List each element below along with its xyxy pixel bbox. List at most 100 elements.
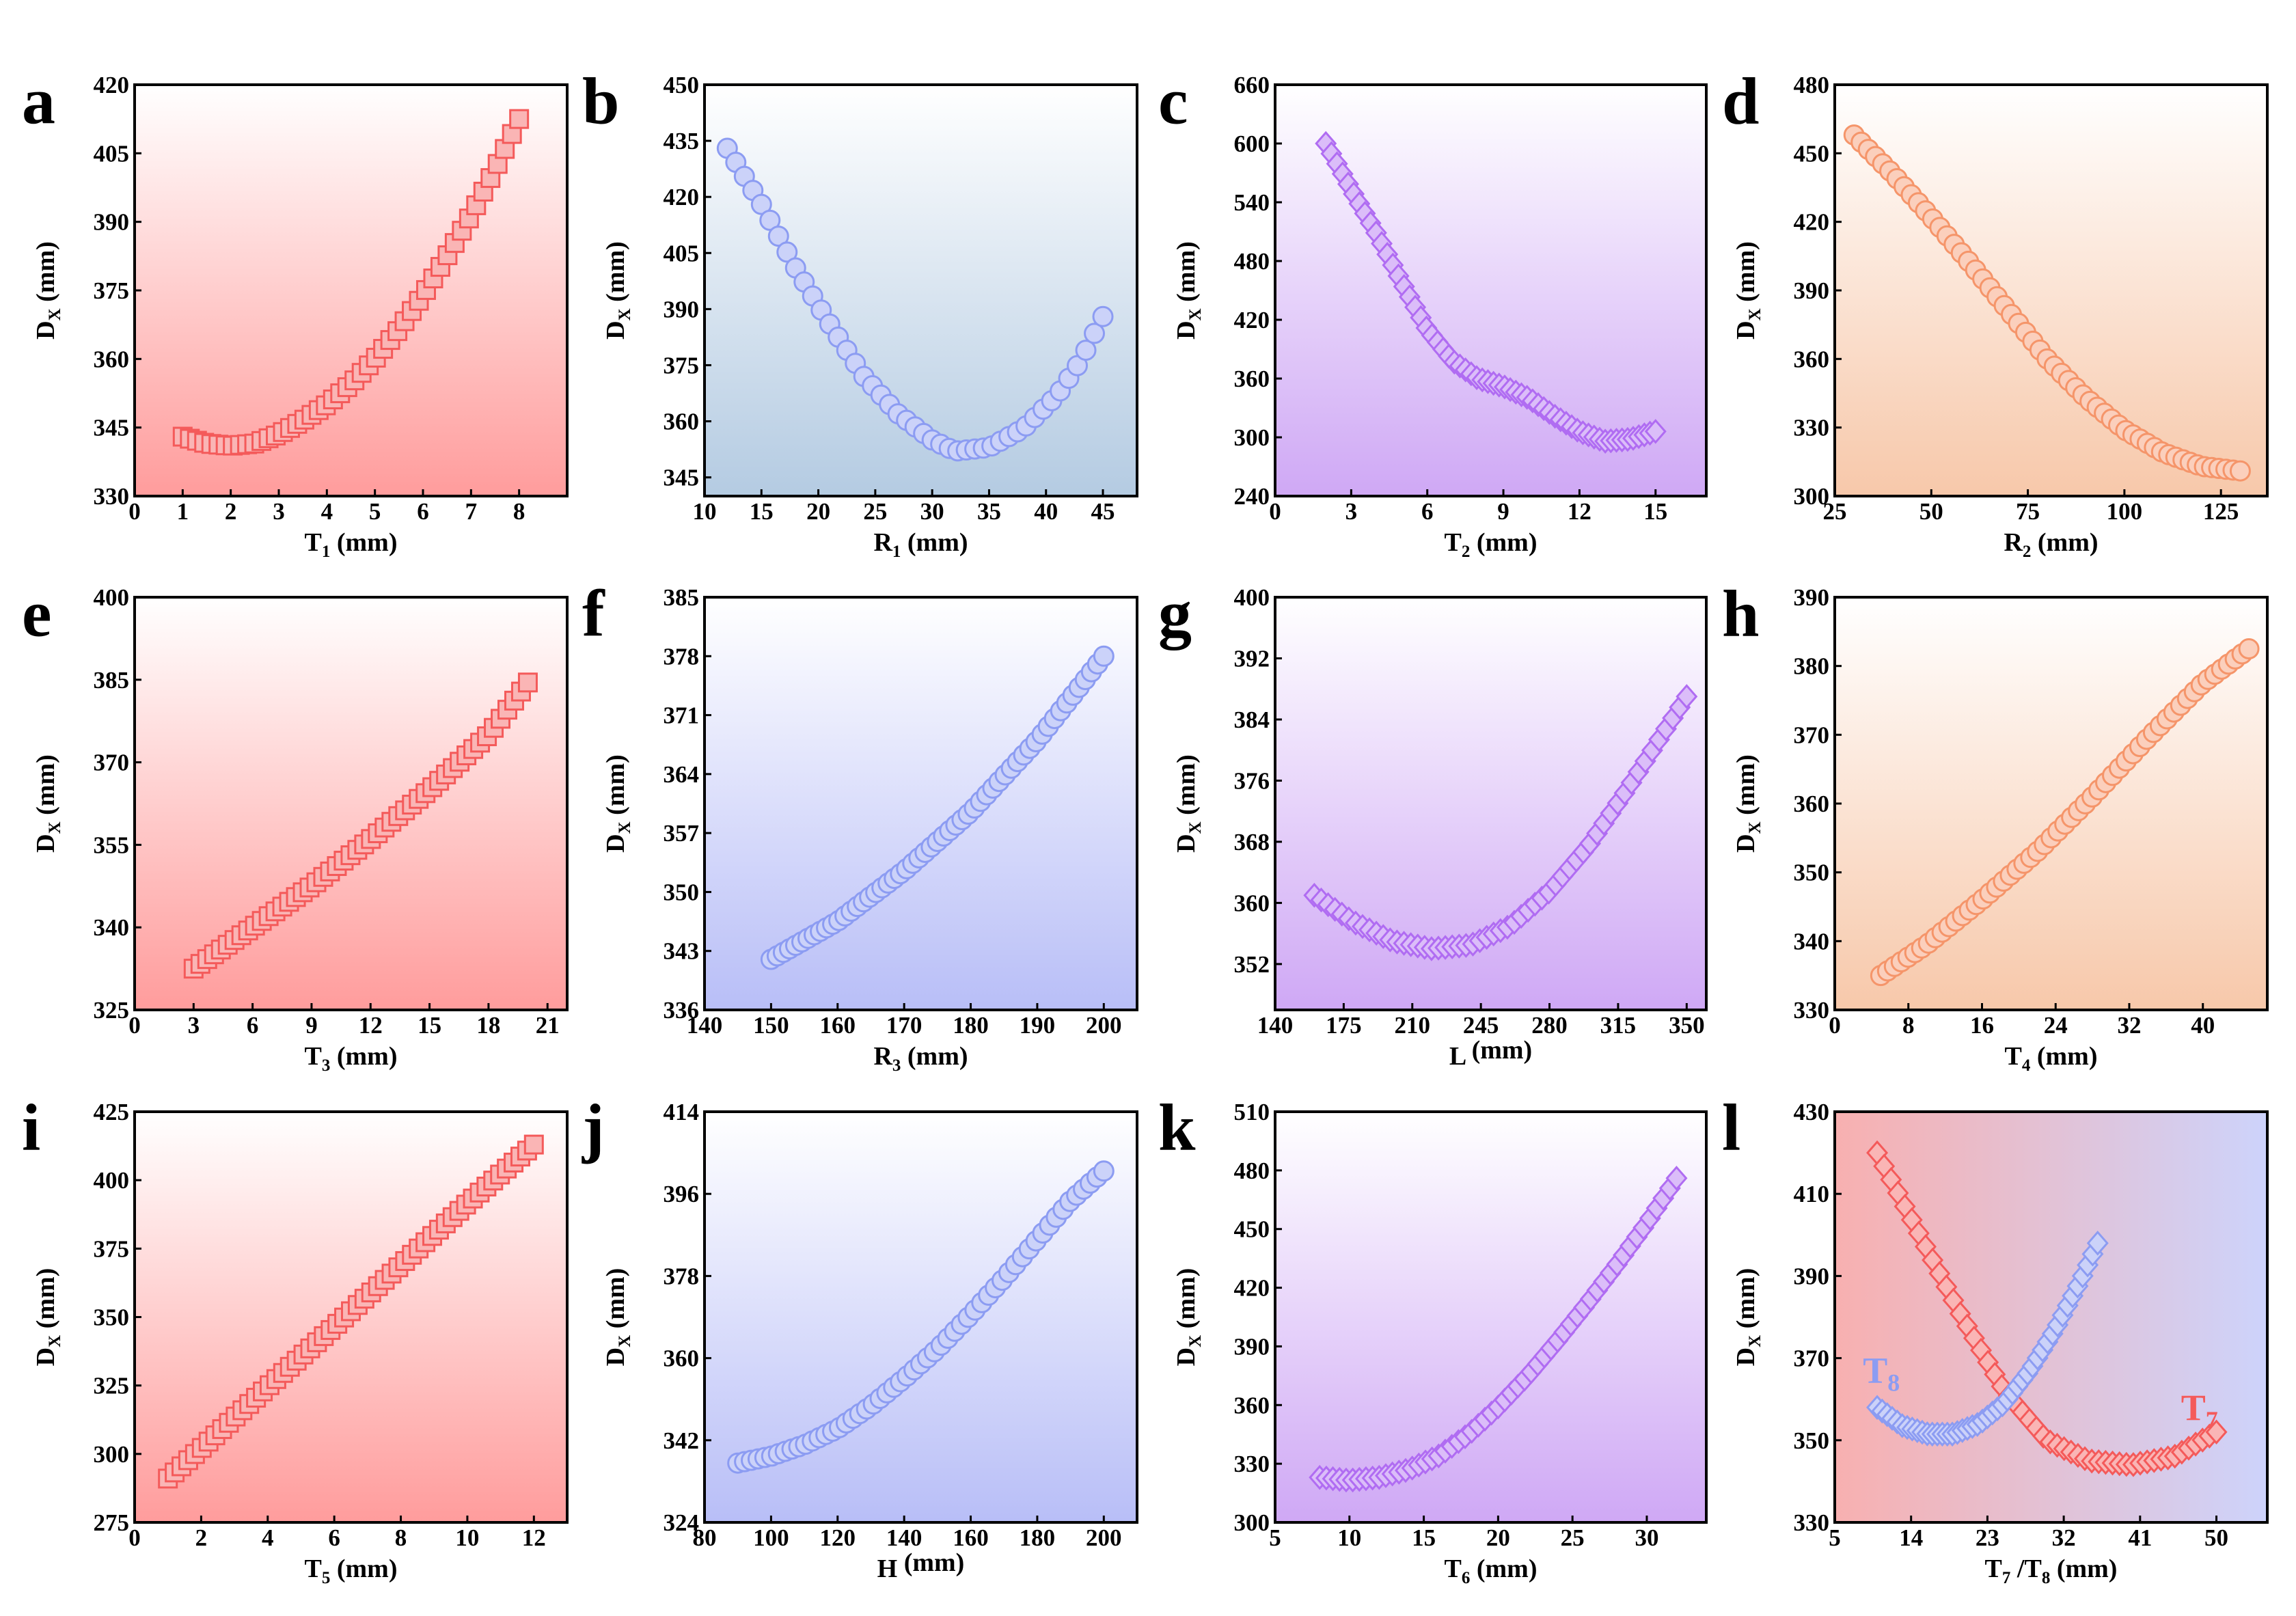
x-tick-label: 40 — [2191, 1012, 2215, 1039]
y-tick-label: 360 — [1794, 346, 1830, 372]
panel-f-letter: f — [582, 577, 605, 650]
panel-c-letter: c — [1158, 64, 1188, 138]
x-tick-label: 15 — [750, 498, 774, 525]
x-tick-label: 8 — [513, 498, 525, 525]
panel-j-x-axis-label: H (mm) — [877, 1548, 965, 1583]
y-tick-label: 400 — [94, 1167, 130, 1194]
x-tick-label: 10 — [1337, 1524, 1361, 1551]
x-tick-label: 45 — [1091, 498, 1115, 525]
x-tick-label: 1 — [177, 498, 189, 525]
panel-k-x-axis-label: T6 (mm) — [1445, 1555, 1538, 1587]
y-tick-label: 343 — [664, 938, 700, 965]
x-tick-label: 200 — [1086, 1524, 1122, 1551]
x-tick-label: 6 — [247, 1012, 259, 1039]
y-tick-label: 420 — [1234, 1275, 1270, 1302]
series-label-t7: T7 — [2181, 1387, 2218, 1434]
y-tick-label: 392 — [1234, 645, 1270, 672]
x-tick-label: 12 — [359, 1012, 383, 1039]
x-tick-label: 5 — [1829, 1524, 1841, 1551]
panel-d-y-axis-label: DX (mm) — [1732, 241, 1764, 340]
x-tick-label: 35 — [977, 498, 1001, 525]
panel-f-series-0-point — [1093, 645, 1115, 667]
panel-f-series-0 — [760, 645, 1115, 970]
x-tick-label: 20 — [1486, 1524, 1510, 1551]
x-tick-label: 0 — [128, 1524, 141, 1551]
y-tick-label: 660 — [1234, 72, 1270, 98]
y-tick-label: 364 — [664, 761, 700, 788]
y-tick-label: 324 — [664, 1509, 700, 1536]
y-tick-label: 330 — [1794, 415, 1830, 441]
x-tick-label: 32 — [2052, 1524, 2076, 1551]
x-tick-label: 120 — [820, 1524, 856, 1551]
y-tick-label: 325 — [94, 1373, 130, 1399]
y-tick-label: 357 — [664, 820, 700, 847]
panel-h-plot-area — [1835, 597, 2267, 1010]
panel-j-letter: j — [582, 1091, 605, 1164]
y-tick-label: 405 — [94, 140, 130, 167]
x-tick-label: 80 — [693, 1524, 717, 1551]
y-tick-label: 400 — [1234, 584, 1270, 611]
panel-g-x-axis-label: L (mm) — [1449, 1036, 1532, 1071]
panel-l-plot-area — [1835, 1112, 2267, 1522]
panel-f-plot-area — [705, 597, 1137, 1010]
panel-f-y-axis-label: DX (mm) — [601, 754, 634, 853]
y-tick-label: 420 — [1794, 209, 1830, 236]
panel-d-series-0 — [1843, 124, 2251, 482]
panel-g-frame — [1274, 596, 1708, 1011]
y-tick-label: 430 — [1794, 1099, 1830, 1125]
x-tick-label: 3 — [188, 1012, 200, 1039]
x-tick-label: 3 — [1345, 498, 1358, 525]
panel-b-series-0-point — [776, 241, 798, 263]
x-tick-label: 18 — [476, 1012, 500, 1039]
x-tick-label: 15 — [1643, 498, 1667, 525]
panel-d-x-axis-label: R2 (mm) — [2004, 528, 2098, 561]
y-tick-label: 390 — [664, 296, 700, 323]
x-tick-label: 16 — [1970, 1012, 1994, 1039]
x-tick-label: 75 — [2016, 498, 2040, 525]
x-tick-label: 170 — [886, 1012, 922, 1039]
y-tick-label: 375 — [94, 1235, 130, 1262]
y-tick-label: 405 — [664, 240, 700, 266]
panel-i-x-axis-label: T5 (mm) — [305, 1555, 398, 1587]
y-tick-label: 370 — [1794, 722, 1830, 748]
panel-c-frame — [1274, 83, 1708, 497]
panel-h-y-axis-label: DX (mm) — [1732, 754, 1764, 853]
panel-b-y-axis-label: DX (mm) — [601, 241, 634, 340]
panel-c-x-axis-label: T2 (mm) — [1445, 528, 1538, 561]
panel-j: j 80 100 120 140 160 180 200 324 342 360 378 396 414 H… — [582, 1091, 1138, 1583]
y-tick-label: 360 — [1234, 366, 1270, 392]
panel-h-frame — [1833, 596, 2269, 1011]
x-tick-label: 280 — [1531, 1012, 1568, 1039]
y-tick-label: 384 — [1234, 707, 1270, 733]
y-tick-label: 345 — [94, 415, 130, 441]
y-tick-label: 450 — [1234, 1216, 1270, 1243]
panel-b-series-0-point — [767, 225, 789, 247]
x-tick-label: 8 — [395, 1524, 407, 1551]
x-tick-label: 30 — [1635, 1524, 1658, 1551]
panel-i-series-0 — [158, 1134, 544, 1489]
y-tick-label: 352 — [1234, 951, 1270, 978]
panel-c-series-0 — [1315, 131, 1667, 454]
x-tick-label: 25 — [1823, 498, 1847, 525]
panel-l: l 5 14 23 32 41 50 330 350 370 390 410 430 T7 /T8 (mm… — [1722, 1091, 2269, 1587]
panel-h-letter: h — [1722, 577, 1760, 650]
x-tick-label: 5 — [1269, 1524, 1281, 1551]
y-tick-label: 345 — [664, 465, 700, 491]
y-tick-label: 480 — [1234, 1158, 1270, 1184]
x-tick-label: 50 — [2204, 1524, 2228, 1551]
y-tick-label: 275 — [94, 1509, 130, 1536]
x-tick-label: 160 — [953, 1524, 989, 1551]
panel-k-y-axis-label: DX (mm) — [1172, 1268, 1205, 1367]
y-tick-label: 300 — [1234, 1509, 1270, 1536]
panel-k-letter: k — [1158, 1091, 1196, 1164]
panel-c: c 0 3 6 9 12 15 240 300 360 420 480 540 600 660 T2 (mm)… — [1158, 64, 1708, 561]
panel-e: e 0 3 6 9 12 15 18 21 325 340 355 370 385 400 T3 (mm) DX… — [22, 577, 569, 1075]
panel-l-frame — [1833, 1110, 2269, 1524]
y-tick-label: 510 — [1234, 1099, 1270, 1125]
x-tick-label: 140 — [886, 1524, 922, 1551]
x-tick-label: 2 — [195, 1524, 208, 1551]
y-tick-label: 360 — [664, 1345, 700, 1372]
panel-b-series-0-point — [1075, 340, 1097, 361]
panel-e-frame — [133, 596, 569, 1011]
